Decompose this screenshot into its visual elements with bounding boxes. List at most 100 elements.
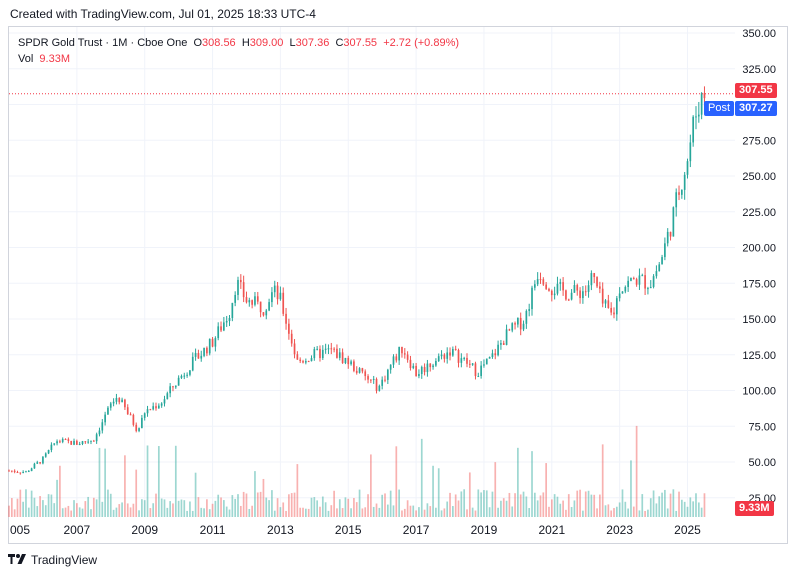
volume-bar <box>121 502 123 517</box>
candle-body <box>290 333 293 344</box>
candle-body <box>446 352 449 359</box>
volume-bar <box>542 492 545 517</box>
volume-bar <box>579 489 581 517</box>
volume-bar <box>319 506 321 517</box>
candle-body <box>183 375 186 377</box>
volume-bar <box>576 490 579 517</box>
volume-bar <box>44 505 47 517</box>
candle-body <box>282 292 285 314</box>
candle-body <box>522 323 525 330</box>
candle-body <box>692 116 695 143</box>
candle-body <box>64 439 67 441</box>
candle-body <box>661 257 663 265</box>
x-tick-label: 2007 <box>63 523 90 537</box>
volume-bar <box>607 504 610 517</box>
candle-body <box>372 378 375 380</box>
volume-bar <box>347 498 350 517</box>
volume-bar <box>22 501 24 517</box>
candle-body <box>519 317 522 330</box>
volume-bar <box>460 491 463 517</box>
candle-body <box>30 468 33 472</box>
volume-bar <box>163 499 166 517</box>
candle-body <box>364 371 367 377</box>
candle-body <box>398 346 400 361</box>
volume-bar <box>536 500 539 517</box>
candle-body <box>56 441 58 444</box>
candle-body <box>177 377 180 386</box>
candle-body <box>508 329 511 331</box>
volume-bar <box>505 500 508 517</box>
candle-body <box>488 357 491 359</box>
volume-bar <box>565 509 567 517</box>
candle-body <box>310 358 313 362</box>
volume-bar <box>126 503 129 517</box>
volume-bar <box>225 506 228 517</box>
volume-bar <box>316 500 319 517</box>
volume-bar <box>59 465 61 517</box>
x-tick-label: 2015 <box>335 523 362 537</box>
candle-body <box>599 286 601 289</box>
candle-body <box>341 352 344 364</box>
candle-body <box>471 363 474 365</box>
y-tick-label: 200.00 <box>742 243 776 255</box>
volume-bar <box>437 468 440 517</box>
volume-bar <box>474 510 477 517</box>
volume-bar <box>169 501 171 517</box>
chart-frame[interactable] <box>8 26 788 544</box>
candle-body <box>655 271 658 277</box>
x-tick-label: 2023 <box>606 523 633 537</box>
volume-bar <box>8 505 10 517</box>
volume-bar <box>189 501 191 517</box>
volume-bar <box>70 510 73 517</box>
volume-bar <box>528 508 531 517</box>
candle-body <box>367 376 369 380</box>
candle-body <box>44 453 47 457</box>
volume-bar <box>446 501 449 517</box>
volume-bar <box>567 494 570 517</box>
volume-bar <box>406 500 409 517</box>
volume-bar <box>56 479 58 517</box>
high-label: H <box>241 37 250 49</box>
volume-bar <box>618 502 621 517</box>
candle-body <box>632 278 635 280</box>
volume-bar <box>186 510 188 517</box>
volume-bar <box>271 490 273 517</box>
candle-body <box>358 368 361 373</box>
candle-body <box>279 292 282 300</box>
volume-bar <box>661 492 663 517</box>
candle-body <box>435 361 437 366</box>
volume-bar <box>519 494 522 517</box>
x-tick-label: 2017 <box>403 523 430 537</box>
candle-body <box>406 354 409 360</box>
volume-bar <box>124 455 126 517</box>
volume-bar <box>81 508 84 517</box>
footer-brand[interactable]: TradingView <box>8 550 97 570</box>
volume-bar <box>664 489 666 517</box>
volume-bar <box>514 493 516 517</box>
candle-body <box>141 417 143 429</box>
candle-body <box>234 294 237 303</box>
candle-body <box>666 231 669 244</box>
low-label: L <box>289 37 296 49</box>
candle-body <box>618 293 621 299</box>
volume-bar <box>672 489 675 517</box>
candle-body <box>239 279 242 283</box>
volume-bar <box>19 489 22 517</box>
volume-bar <box>658 496 661 517</box>
volume-bar <box>454 494 457 517</box>
candle-body <box>321 349 324 359</box>
candle-body <box>262 312 265 316</box>
candle-body <box>327 348 330 350</box>
volume-bar <box>440 510 443 517</box>
volume-bar <box>73 500 75 517</box>
candle-body <box>452 348 454 356</box>
volume-bar <box>36 506 39 517</box>
volume-bar <box>84 501 87 517</box>
candle-body <box>536 279 539 285</box>
volume-bar <box>632 506 635 517</box>
volume-bar <box>697 502 700 517</box>
candle-body <box>525 310 528 324</box>
candle-body <box>101 422 104 431</box>
candle-body <box>593 273 596 278</box>
